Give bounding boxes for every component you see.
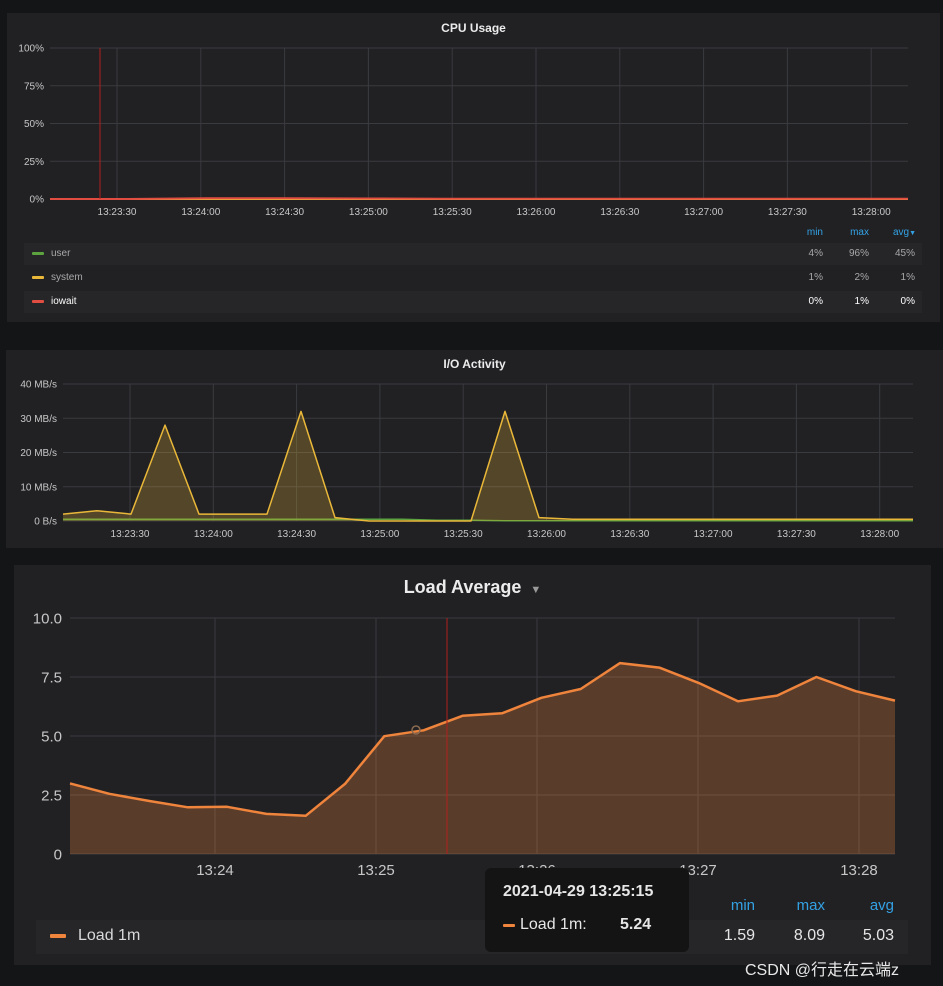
legend-min-value: 1.59 <box>723 927 755 944</box>
panel-title[interactable]: Load Average ▼ <box>14 577 931 598</box>
legend-avg-value: 0% <box>900 296 915 307</box>
tooltip-value: 5.24 <box>620 916 652 933</box>
cpu-legend-row-iowait[interactable] <box>24 291 922 313</box>
legend-series-name: user <box>51 248 71 259</box>
legend-header-min[interactable]: min <box>806 227 823 238</box>
legend-series-name: system <box>51 272 83 283</box>
legend-series-name: Load 1m <box>78 927 141 944</box>
caret-down-icon[interactable]: ▼ <box>530 584 542 596</box>
legend-header-max[interactable]: max <box>850 227 869 238</box>
legend-item-system[interactable]: system <box>32 272 83 283</box>
series-color-swatch <box>32 252 44 255</box>
legend-item-user[interactable]: user <box>32 248 70 259</box>
legend-header-avg[interactable]: avg▼ <box>870 227 916 238</box>
panel-title[interactable]: I/O Activity <box>443 357 506 371</box>
series-color-swatch <box>50 934 66 938</box>
legend-min-value: 1% <box>808 272 823 283</box>
tooltip-series: Load 1m: <box>520 916 587 933</box>
series-color-swatch <box>32 276 44 279</box>
legend-max-value: 1% <box>854 296 869 307</box>
legend-max-value: 8.09 <box>793 927 825 944</box>
legend-header-avg-label: avg <box>892 227 910 238</box>
caret-down-icon: ▼ <box>909 230 916 237</box>
legend-avg-value: 1% <box>900 272 915 283</box>
legend-series-name: iowait <box>51 296 77 307</box>
hover-tooltip: 2021-04-29 13:25:15 Load 1m: 5.24 <box>485 868 689 952</box>
legend-avg-value: 45% <box>894 248 915 259</box>
panel-title-text: Load Average <box>403 577 522 597</box>
series-color-swatch <box>503 924 515 927</box>
cpu-legend-row-user[interactable] <box>24 243 922 265</box>
legend-header-max[interactable]: max <box>796 897 825 914</box>
legend-avg-value: 5.03 <box>862 927 894 944</box>
legend-min-value: 4% <box>808 248 823 259</box>
watermark: CSDN @行走在云端z <box>745 962 900 979</box>
io-activity-panel: I/O Activity <box>6 350 943 548</box>
legend-max-value: 2% <box>854 272 869 283</box>
legend-header-avg[interactable]: avg <box>869 897 894 914</box>
load-legend-item[interactable]: Load 1m <box>50 927 140 945</box>
tooltip-time: 2021-04-29 13:25:15 <box>503 883 654 900</box>
panel-title[interactable]: CPU Usage <box>441 21 506 35</box>
legend-item-iowait[interactable]: iowait <box>32 296 77 307</box>
legend-min-value: 0% <box>808 296 823 307</box>
legend-header-min[interactable]: min <box>730 897 755 914</box>
cpu-usage-panel: CPU Usage <box>7 13 940 322</box>
series-color-swatch <box>32 300 44 303</box>
load-legend-row[interactable] <box>36 920 908 954</box>
legend-max-value: 96% <box>848 248 869 259</box>
